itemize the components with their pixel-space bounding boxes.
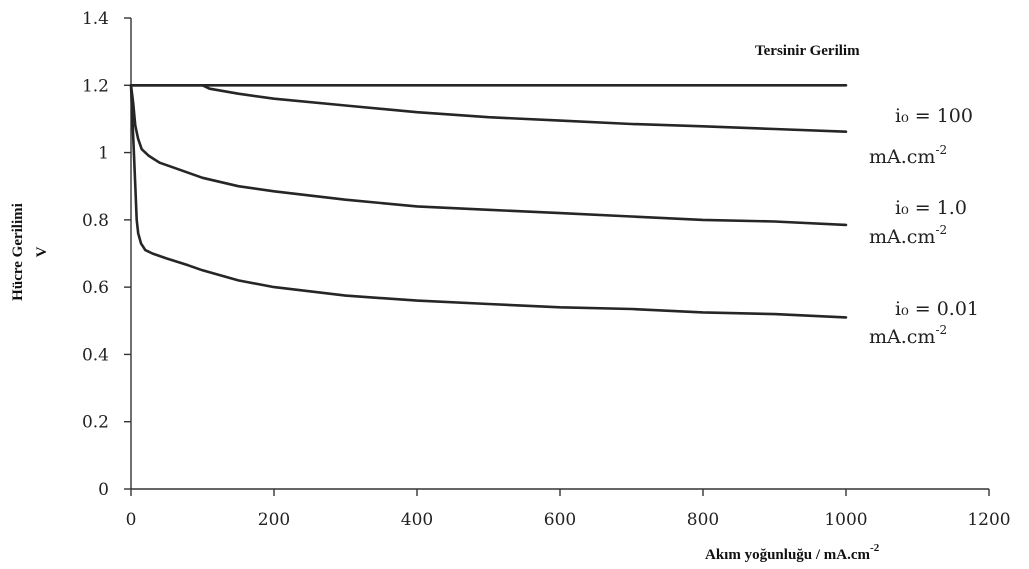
- y-tick-label: 1.2: [82, 76, 109, 96]
- series-label-i0-1-main: i₀ = 1.0: [895, 197, 967, 219]
- x-tick-label: 1000: [824, 510, 867, 530]
- series-label-i0-001-unit: mA.cm-2: [869, 323, 947, 348]
- y-tick-label: 0: [98, 480, 109, 500]
- x-tick-label: 200: [258, 510, 290, 530]
- y-tick-label: 0.2: [82, 413, 109, 433]
- series-label-i0-100-unit: mA.cm-2: [869, 143, 947, 168]
- series-i0-001-line: [129, 84, 848, 319]
- x-tick-label: 800: [687, 510, 719, 530]
- x-axis-label: Akım yoğunluğu / mA.cm-2: [705, 542, 880, 563]
- x-axis-label-exponent: -2: [870, 542, 880, 554]
- series-i0-100-line: [129, 84, 848, 133]
- y-axis-unit-label: V: [34, 246, 50, 257]
- y-tick-label: 0.6: [82, 278, 109, 298]
- y-tick-label: 1: [98, 144, 109, 164]
- labels-layer: Tersinir Gerilim Hücre Gerilimi V Akım y…: [10, 43, 979, 563]
- x-tick-label: 1200: [967, 510, 1010, 530]
- y-axis-label: Hücre Gerilimi: [10, 203, 26, 301]
- y-tick-label: 0.4: [82, 345, 109, 365]
- series-label-i0-100-main: i₀ = 100: [895, 105, 973, 127]
- series-i0-1-line: [129, 84, 848, 227]
- x-tick-label: 600: [544, 510, 576, 530]
- x-tick-label: 0: [126, 510, 137, 530]
- y-tick-label: 0.8: [82, 211, 109, 231]
- axes: 0 0.2 0.4 0.6 0.8 1 1.2 1.4 0 200 400 600 800 1000 120…: [82, 9, 1011, 530]
- y-tick-label: 1.4: [82, 9, 109, 29]
- series-label-i0-1-unit: mA.cm-2: [869, 223, 947, 248]
- series-layer: [129, 84, 848, 319]
- x-tick-label: 400: [401, 510, 433, 530]
- reversible-voltage-annotation: Tersinir Gerilim: [755, 43, 860, 59]
- x-axis-label-text: Akım yoğunluğu / mA.cm: [705, 547, 871, 563]
- series-label-i0-001-main: i₀ = 0.01: [895, 298, 979, 320]
